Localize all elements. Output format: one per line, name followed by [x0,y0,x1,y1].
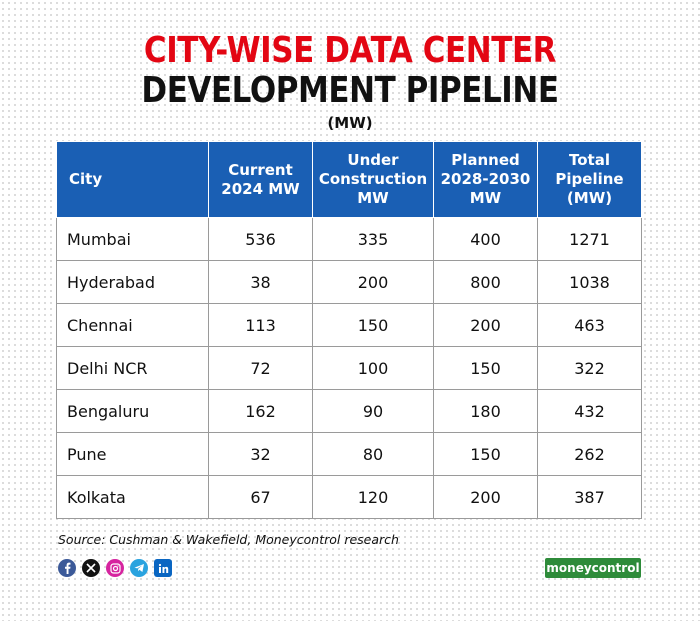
city-cell: Chennai [56,303,209,347]
header-line: 2028-2030 [440,170,531,188]
total-cell: 1038 [537,260,642,304]
header-line: 2024 MW [221,179,300,198]
header-line: Current [228,160,293,179]
header-line: Construction [318,170,428,188]
header-line: Under [347,151,399,169]
under-construction-cell: 150 [312,303,434,347]
linkedin-icon[interactable] [154,559,172,577]
x-icon[interactable] [82,559,100,577]
header-line: Pipeline [555,170,624,188]
under-construction-cell: 120 [312,475,434,519]
source-note: Source: Cushman & Wakefield, Moneycontro… [58,532,399,547]
header-total: Total Pipeline (MW) [537,141,642,218]
header-line: MW [357,189,389,207]
city-cell: Mumbai [56,217,209,261]
header-planned: Planned 2028-2030 MW [433,141,538,218]
total-cell: 262 [537,432,642,476]
header-current: Current 2024 MW [208,141,313,218]
header-row: City Current 2024 MW Under Construction … [56,141,642,218]
current-cell: 162 [208,389,313,433]
current-cell: 72 [208,346,313,390]
table-row: Bengaluru 162 90 180 432 [56,389,642,433]
city-cell: Delhi NCR [56,346,209,390]
under-construction-cell: 100 [312,346,434,390]
moneycontrol-logo: moneycontrol [545,558,641,578]
total-cell: 463 [537,303,642,347]
current-cell: 536 [208,217,313,261]
planned-cell: 800 [433,260,538,304]
title-line-2: DEVELOPMENT PIPELINE [141,70,559,111]
planned-cell: 400 [433,217,538,261]
table-row: Kolkata 67 120 200 387 [56,475,642,519]
social-links [58,559,172,577]
unit-label: (MW) [327,114,373,132]
planned-cell: 150 [433,346,538,390]
header-city: City [56,141,209,218]
current-cell: 67 [208,475,313,519]
city-cell: Bengaluru [56,389,209,433]
total-cell: 432 [537,389,642,433]
title-line-1: CITY-WISE DATA CENTER [143,30,557,71]
city-cell: Pune [56,432,209,476]
table-row: Pune 32 80 150 262 [56,432,642,476]
current-cell: 113 [208,303,313,347]
table-row: Chennai 113 150 200 463 [56,303,642,347]
table-row: Hyderabad 38 200 800 1038 [56,260,642,304]
total-cell: 322 [537,346,642,390]
table-row: Delhi NCR 72 100 150 322 [56,346,642,390]
instagram-icon[interactable] [106,559,124,577]
pipeline-table: City Current 2024 MW Under Construction … [56,141,642,519]
header-under-construction: Under Construction MW [312,141,434,218]
city-cell: Hyderabad [56,260,209,304]
planned-cell: 180 [433,389,538,433]
planned-cell: 200 [433,475,538,519]
current-cell: 38 [208,260,313,304]
under-construction-cell: 90 [312,389,434,433]
current-cell: 32 [208,432,313,476]
facebook-icon[interactable] [58,559,76,577]
city-cell: Kolkata [56,475,209,519]
under-construction-cell: 335 [312,217,434,261]
header-line: Planned [451,151,520,169]
header-line: (MW) [566,189,613,207]
telegram-icon[interactable] [130,559,148,577]
header-line: MW [469,189,502,207]
total-cell: 1271 [537,217,642,261]
planned-cell: 150 [433,432,538,476]
under-construction-cell: 200 [312,260,434,304]
planned-cell: 200 [433,303,538,347]
header-city-label: City [69,170,103,188]
table-row: Mumbai 536 335 400 1271 [56,217,642,261]
under-construction-cell: 80 [312,432,434,476]
total-cell: 387 [537,475,642,519]
header-line: Total [569,151,610,169]
